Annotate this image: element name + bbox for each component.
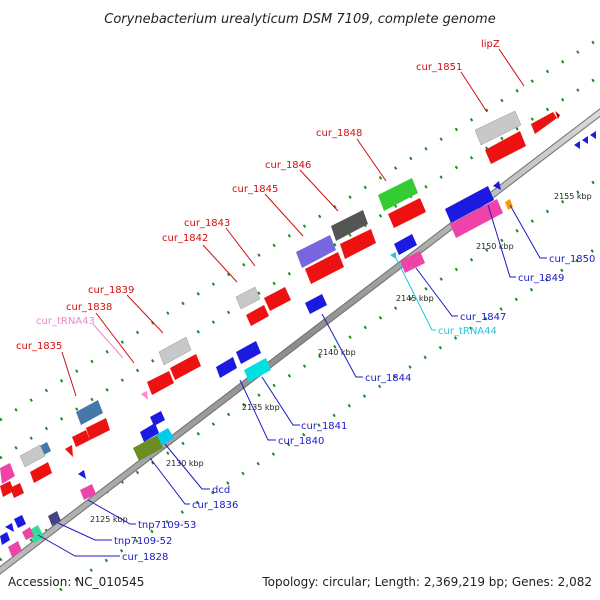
accession-text: Accession: NC_010545	[8, 575, 144, 589]
feature-top-cur1835[interactable]	[76, 400, 103, 425]
feature-bottom-dcd[interactable]	[156, 428, 174, 445]
top-leaders	[61, 48, 525, 397]
tick-dot-track-upper	[0, 74, 600, 460]
tick-label-2150: 2150 kbp	[476, 242, 514, 251]
label-cur1846[interactable]: cur_1846	[265, 160, 311, 171]
label-tnp7109-52[interactable]: tnp7109-52	[114, 536, 172, 547]
feature-top-cur1842[interactable]	[235, 286, 261, 310]
label-cur1828[interactable]: cur_1828	[122, 552, 168, 563]
feature-top-small-1[interactable]	[72, 430, 90, 447]
label-cur1844[interactable]: cur_1844	[365, 373, 411, 384]
tick-label-2130: 2130 kbp	[166, 459, 204, 468]
tick-labels: 2125 kbp 2130 kbp 2135 kbp 2140 kbp 2145…	[90, 192, 592, 524]
tick-label-2140: 2140 kbp	[318, 348, 356, 357]
bottom-leaders	[37, 204, 547, 557]
label-cur1836[interactable]: cur_1836	[192, 500, 238, 511]
feature-top-small-2[interactable]	[65, 445, 73, 457]
feature-top-cur1846b[interactable]	[340, 229, 376, 259]
tick-label-2155: 2155 kbp	[554, 192, 592, 201]
label-cur1835[interactable]: cur_1835	[16, 341, 62, 352]
label-cur1848[interactable]: cur_1848	[316, 128, 362, 139]
feature-top-left-6[interactable]	[10, 483, 24, 498]
feature-top-cur1842b[interactable]	[246, 305, 269, 326]
tick-dot-track-outer	[0, 36, 600, 422]
feature-top-left-4[interactable]	[0, 463, 15, 484]
feature-top-left-3[interactable]	[30, 462, 52, 483]
label-lipz[interactable]: lipZ	[481, 39, 500, 50]
label-cur-trna43[interactable]: cur_tRNA43	[36, 316, 95, 327]
label-tnp7109-53[interactable]: tnp7109-53	[138, 520, 196, 531]
feature-top-trna43[interactable]	[141, 391, 148, 400]
feature-bottom-tnp52[interactable]	[48, 511, 61, 526]
label-cur1851[interactable]: cur_1851	[416, 62, 462, 73]
feature-bottom-trna44[interactable]	[390, 252, 396, 259]
tick-label-2135: 2135 kbp	[242, 403, 280, 412]
feature-bottom-cur1844[interactable]	[305, 294, 327, 314]
label-cur1849[interactable]: cur_1849	[518, 273, 564, 284]
feature-top-left-5[interactable]	[0, 481, 14, 497]
feature-top-cur1839b[interactable]	[170, 354, 201, 380]
label-cur1838[interactable]: cur_1838	[66, 302, 112, 313]
feature-bottom-cur1840[interactable]	[236, 341, 261, 364]
genome-backbone	[0, 108, 600, 575]
feature-top-cur1835b[interactable]	[86, 418, 110, 440]
label-cur-trna44[interactable]: cur_tRNA44	[438, 326, 497, 337]
feature-top-cur1838[interactable]	[147, 371, 174, 395]
map-title: Corynebacterium urealyticum DSM 7109, co…	[104, 12, 495, 27]
feature-bottom-cur1847[interactable]	[400, 251, 425, 273]
label-cur1843[interactable]: cur_1843	[184, 218, 230, 229]
feature-top-left-2[interactable]	[19, 444, 46, 468]
feature-bottom-cur1841[interactable]	[244, 358, 271, 382]
feature-bottom-tnp53[interactable]	[78, 470, 96, 500]
label-dcd[interactable]: dcd	[212, 485, 230, 496]
feature-bottom-cur1840b[interactable]	[216, 357, 237, 378]
tick-label-2125: 2125 kbp	[90, 515, 128, 524]
feature-top-cur1851[interactable]	[474, 110, 522, 146]
label-cur1850[interactable]: cur_1850	[549, 254, 595, 265]
feature-bottom-cur1828[interactable]	[0, 515, 44, 557]
bottom-leader-trna	[395, 257, 436, 331]
feature-bottom-cur1836[interactable]	[133, 435, 163, 461]
label-cur1840[interactable]: cur_1840	[278, 436, 324, 447]
tick-label-2145: 2145 kbp	[396, 294, 434, 303]
feature-top-lipz[interactable]	[531, 111, 560, 134]
feature-top-cur1848[interactable]	[378, 178, 418, 211]
feature-bottom-right-arrows[interactable]	[574, 131, 596, 149]
feature-top-cur1843[interactable]	[264, 287, 291, 311]
feature-bottom-cur1849[interactable]	[450, 199, 503, 238]
top-leader-trna	[92, 323, 124, 359]
feature-top-cur1845[interactable]	[296, 235, 336, 268]
label-cur1839[interactable]: cur_1839	[88, 285, 134, 296]
feature-top-cur1846[interactable]	[331, 210, 368, 241]
topology-text: Topology: circular; Length: 2,369,219 bp…	[261, 575, 592, 589]
label-cur1847[interactable]: cur_1847	[460, 312, 506, 323]
feature-top-cur1845b[interactable]	[305, 252, 344, 284]
feature-bottom-cur1849-blue[interactable]	[445, 186, 494, 223]
label-cur1842[interactable]: cur_1842	[162, 233, 208, 244]
label-cur1841[interactable]: cur_1841	[301, 421, 347, 432]
feature-top-cur1848b[interactable]	[388, 198, 426, 228]
feature-top-cur1839[interactable]	[158, 336, 192, 366]
feature-bottom-cur1847-blue[interactable]	[394, 234, 417, 255]
label-cur1845[interactable]: cur_1845	[232, 184, 278, 195]
feature-top-cur1851b[interactable]	[485, 131, 526, 164]
feature-bottom-cur1836-blue[interactable]	[140, 411, 165, 442]
